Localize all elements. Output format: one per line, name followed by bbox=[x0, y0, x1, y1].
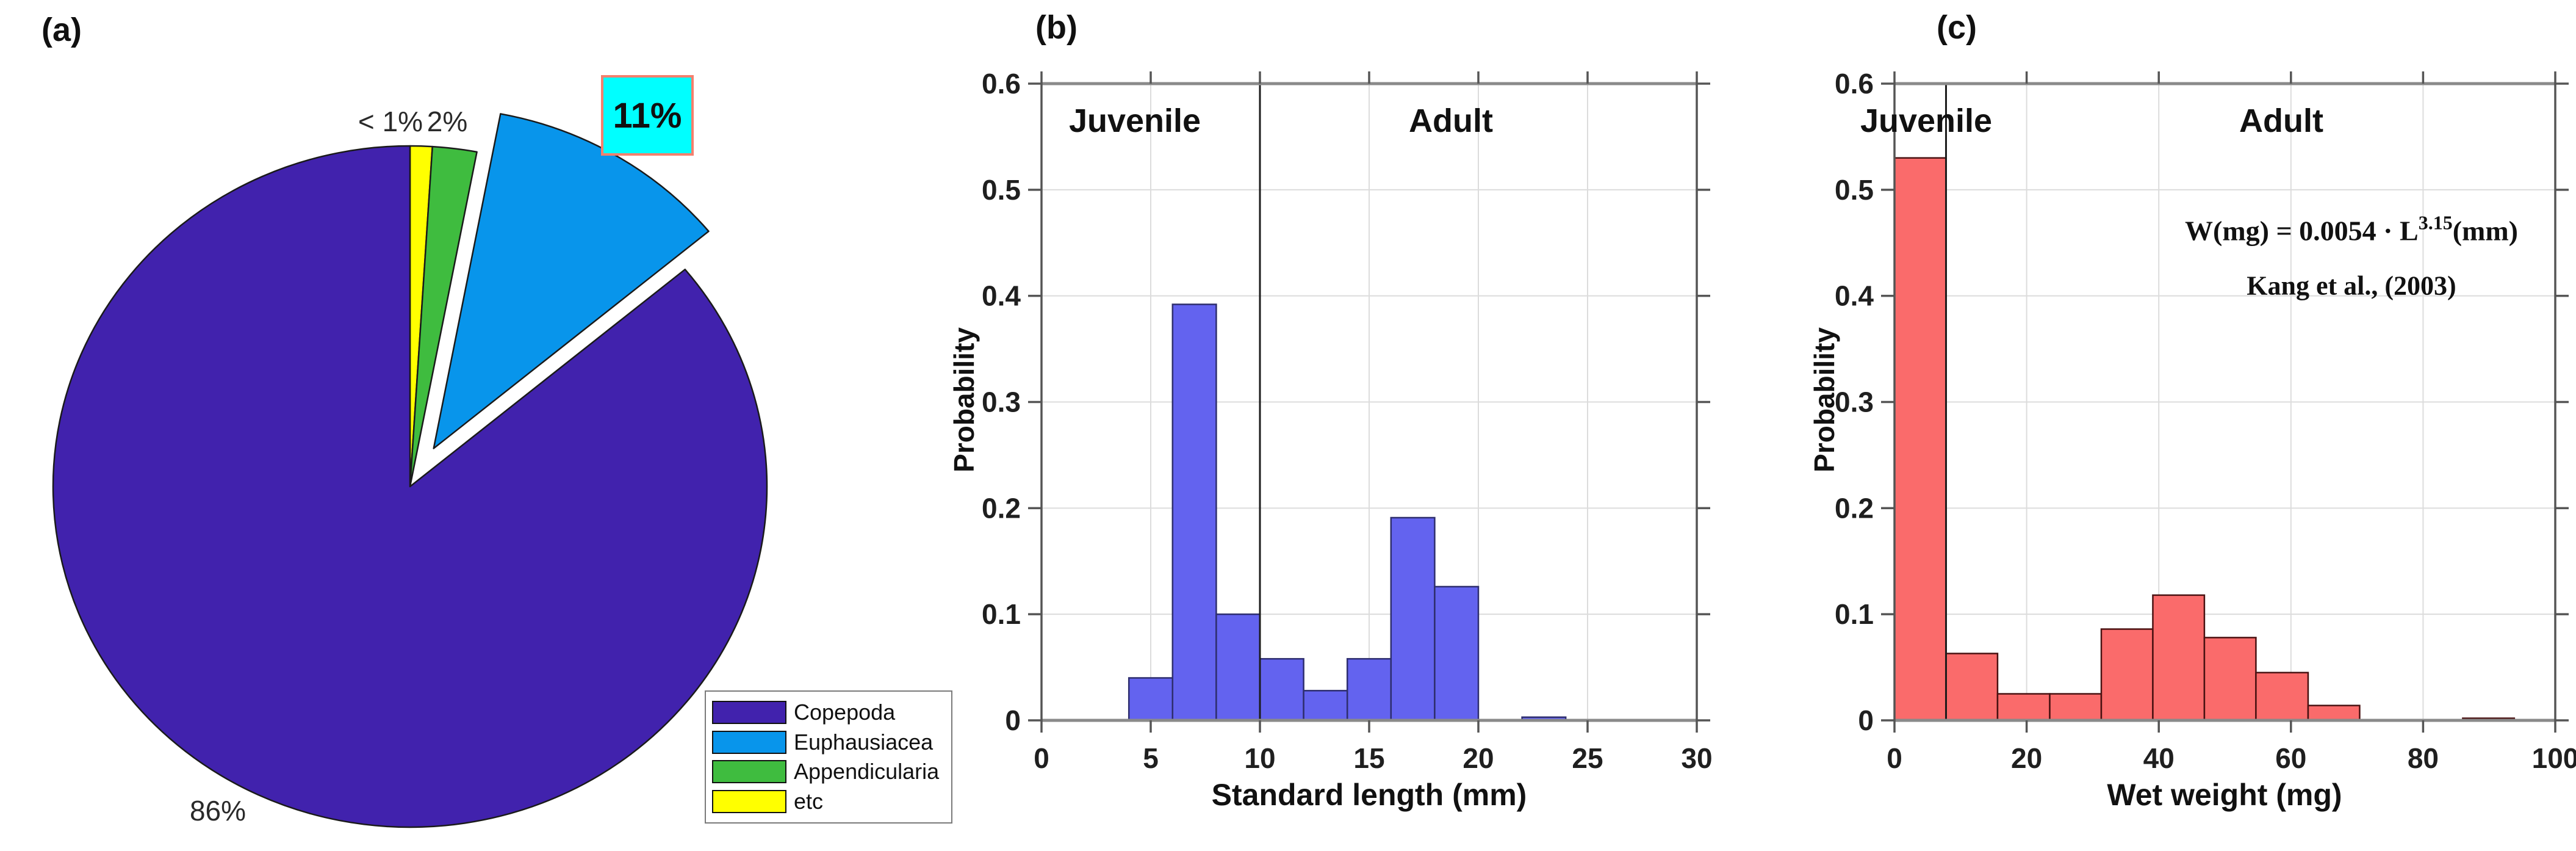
pie-label-copepoda: 86% bbox=[189, 795, 246, 827]
length-weight-equation: W(mg) = 0.0054 · L3.15(mm) bbox=[2185, 211, 2518, 247]
panel-c-ylabel: Probability bbox=[1808, 327, 1840, 473]
x-tick-label: 0 bbox=[1034, 742, 1049, 774]
panel-b-zone-adult: Adult bbox=[1409, 103, 1493, 139]
legend-label-euphausiacea: Euphausiacea bbox=[794, 729, 934, 755]
x-tick-label: 40 bbox=[2143, 742, 2175, 774]
pie-callout-euphausiacea: 11% bbox=[601, 75, 694, 156]
histogram-bar bbox=[2255, 672, 2309, 722]
histogram-bar bbox=[2203, 637, 2257, 722]
histogram-bar bbox=[1259, 657, 1304, 722]
equation-prefix: W(mg) = 0.0054 · L bbox=[2185, 215, 2419, 247]
y-tick-label: 0.2 bbox=[1835, 492, 1874, 524]
pie-label-etc: < 1% bbox=[358, 106, 423, 137]
legend-swatch-copepoda bbox=[712, 700, 786, 724]
legend-label-copepoda: Copepoda bbox=[794, 699, 896, 725]
y-tick-label: 0.6 bbox=[1835, 68, 1874, 100]
pie-label-appendicularia: 2% bbox=[426, 106, 468, 137]
equation-suffix: (mm) bbox=[2452, 215, 2518, 247]
legend-item-appendicularia: Appendicularia bbox=[712, 759, 945, 784]
histogram-bar bbox=[1303, 690, 1348, 722]
legend-swatch-appendicularia bbox=[712, 760, 786, 784]
y-tick-label: 0.2 bbox=[982, 492, 1021, 524]
histogram-bar bbox=[1390, 516, 1436, 722]
pie-legend: Copepoda Euphausiacea Appendicularia etc bbox=[705, 690, 952, 824]
x-tick-label: 80 bbox=[2408, 742, 2439, 774]
y-tick-label: 0.4 bbox=[1835, 280, 1874, 312]
y-tick-label: 0.3 bbox=[1835, 386, 1874, 418]
x-tick-label: 20 bbox=[2011, 742, 2042, 774]
y-tick-label: 0 bbox=[1858, 704, 1874, 736]
y-tick-label: 0.1 bbox=[1835, 598, 1874, 630]
y-tick-label: 0 bbox=[1005, 704, 1021, 736]
panel-b-ylabel: Probability bbox=[948, 327, 980, 473]
y-tick-label: 0.3 bbox=[982, 386, 1021, 418]
panel-c-xlabel: Wet weight (mg) bbox=[2107, 778, 2342, 812]
x-tick-label: 100 bbox=[2532, 742, 2576, 774]
panel-b-zone-juvenile: Juvenile bbox=[1068, 103, 1201, 139]
panel-c-zone-adult: Adult bbox=[2239, 103, 2323, 139]
legend-item-etc: etc bbox=[712, 789, 945, 814]
histogram-bar bbox=[1128, 677, 1174, 722]
x-tick-label: 15 bbox=[1353, 742, 1384, 774]
x-tick-label: 30 bbox=[1681, 742, 1712, 774]
x-tick-label: 10 bbox=[1244, 742, 1275, 774]
legend-item-euphausiacea: Euphausiacea bbox=[712, 730, 945, 755]
legend-label-etc: etc bbox=[794, 789, 824, 814]
histogram-wet-weight: 0 20 40 60 80 100 0 0.1 0.2 0.3 0.4 0.5 0.6 bbox=[1835, 68, 2576, 774]
pie-slice-appendicularia bbox=[409, 145, 478, 488]
histogram-standard-length: 0 5 10 15 20 25 30 0 0.1 0.2 0.3 0.4 0.5 0.6 bbox=[982, 68, 1713, 774]
histogram-bar bbox=[1346, 657, 1392, 722]
histogram-bar bbox=[2307, 704, 2361, 722]
legend-label-appendicularia: Appendicularia bbox=[794, 759, 940, 784]
equation-source: Kang et al., (2003) bbox=[2247, 270, 2456, 301]
y-tick-label: 0.1 bbox=[982, 598, 1021, 630]
x-tick-label: 25 bbox=[1572, 742, 1603, 774]
histogram-bar bbox=[2100, 628, 2154, 722]
histogram-bar bbox=[1171, 303, 1217, 722]
histogram-bar bbox=[1996, 693, 2051, 722]
histogram-bar bbox=[1434, 585, 1480, 722]
panel-b-label: (b) bbox=[1035, 9, 1078, 46]
legend-item-copepoda: Copepoda bbox=[712, 700, 945, 725]
panel-c-label: (c) bbox=[1937, 9, 1977, 46]
histogram-bar bbox=[2049, 693, 2103, 722]
panel-c-zone-juvenile: Juvenile bbox=[1860, 103, 1993, 139]
x-tick-label: 5 bbox=[1143, 742, 1159, 774]
histogram-bar bbox=[2152, 594, 2206, 722]
panel-a-label: (a) bbox=[41, 12, 82, 48]
y-tick-label: 0.5 bbox=[1835, 174, 1874, 206]
histogram-bar bbox=[1945, 653, 1999, 722]
histogram-bar bbox=[1215, 613, 1261, 722]
legend-swatch-etc bbox=[712, 790, 786, 814]
equation-exponent: 3.15 bbox=[2418, 211, 2453, 234]
x-tick-label: 20 bbox=[1462, 742, 1494, 774]
histogram-bar bbox=[1893, 157, 1947, 722]
y-tick-label: 0.4 bbox=[982, 280, 1021, 312]
y-tick-label: 0.5 bbox=[982, 174, 1021, 206]
x-tick-label: 0 bbox=[1887, 742, 1902, 774]
panel-b-xlabel: Standard length (mm) bbox=[1211, 778, 1527, 812]
legend-swatch-euphausiacea bbox=[712, 730, 786, 754]
pie-slice-copepoda bbox=[52, 145, 768, 828]
x-tick-label: 60 bbox=[2275, 742, 2306, 774]
y-tick-label: 0.6 bbox=[982, 68, 1021, 100]
pie-chart bbox=[52, 113, 768, 828]
